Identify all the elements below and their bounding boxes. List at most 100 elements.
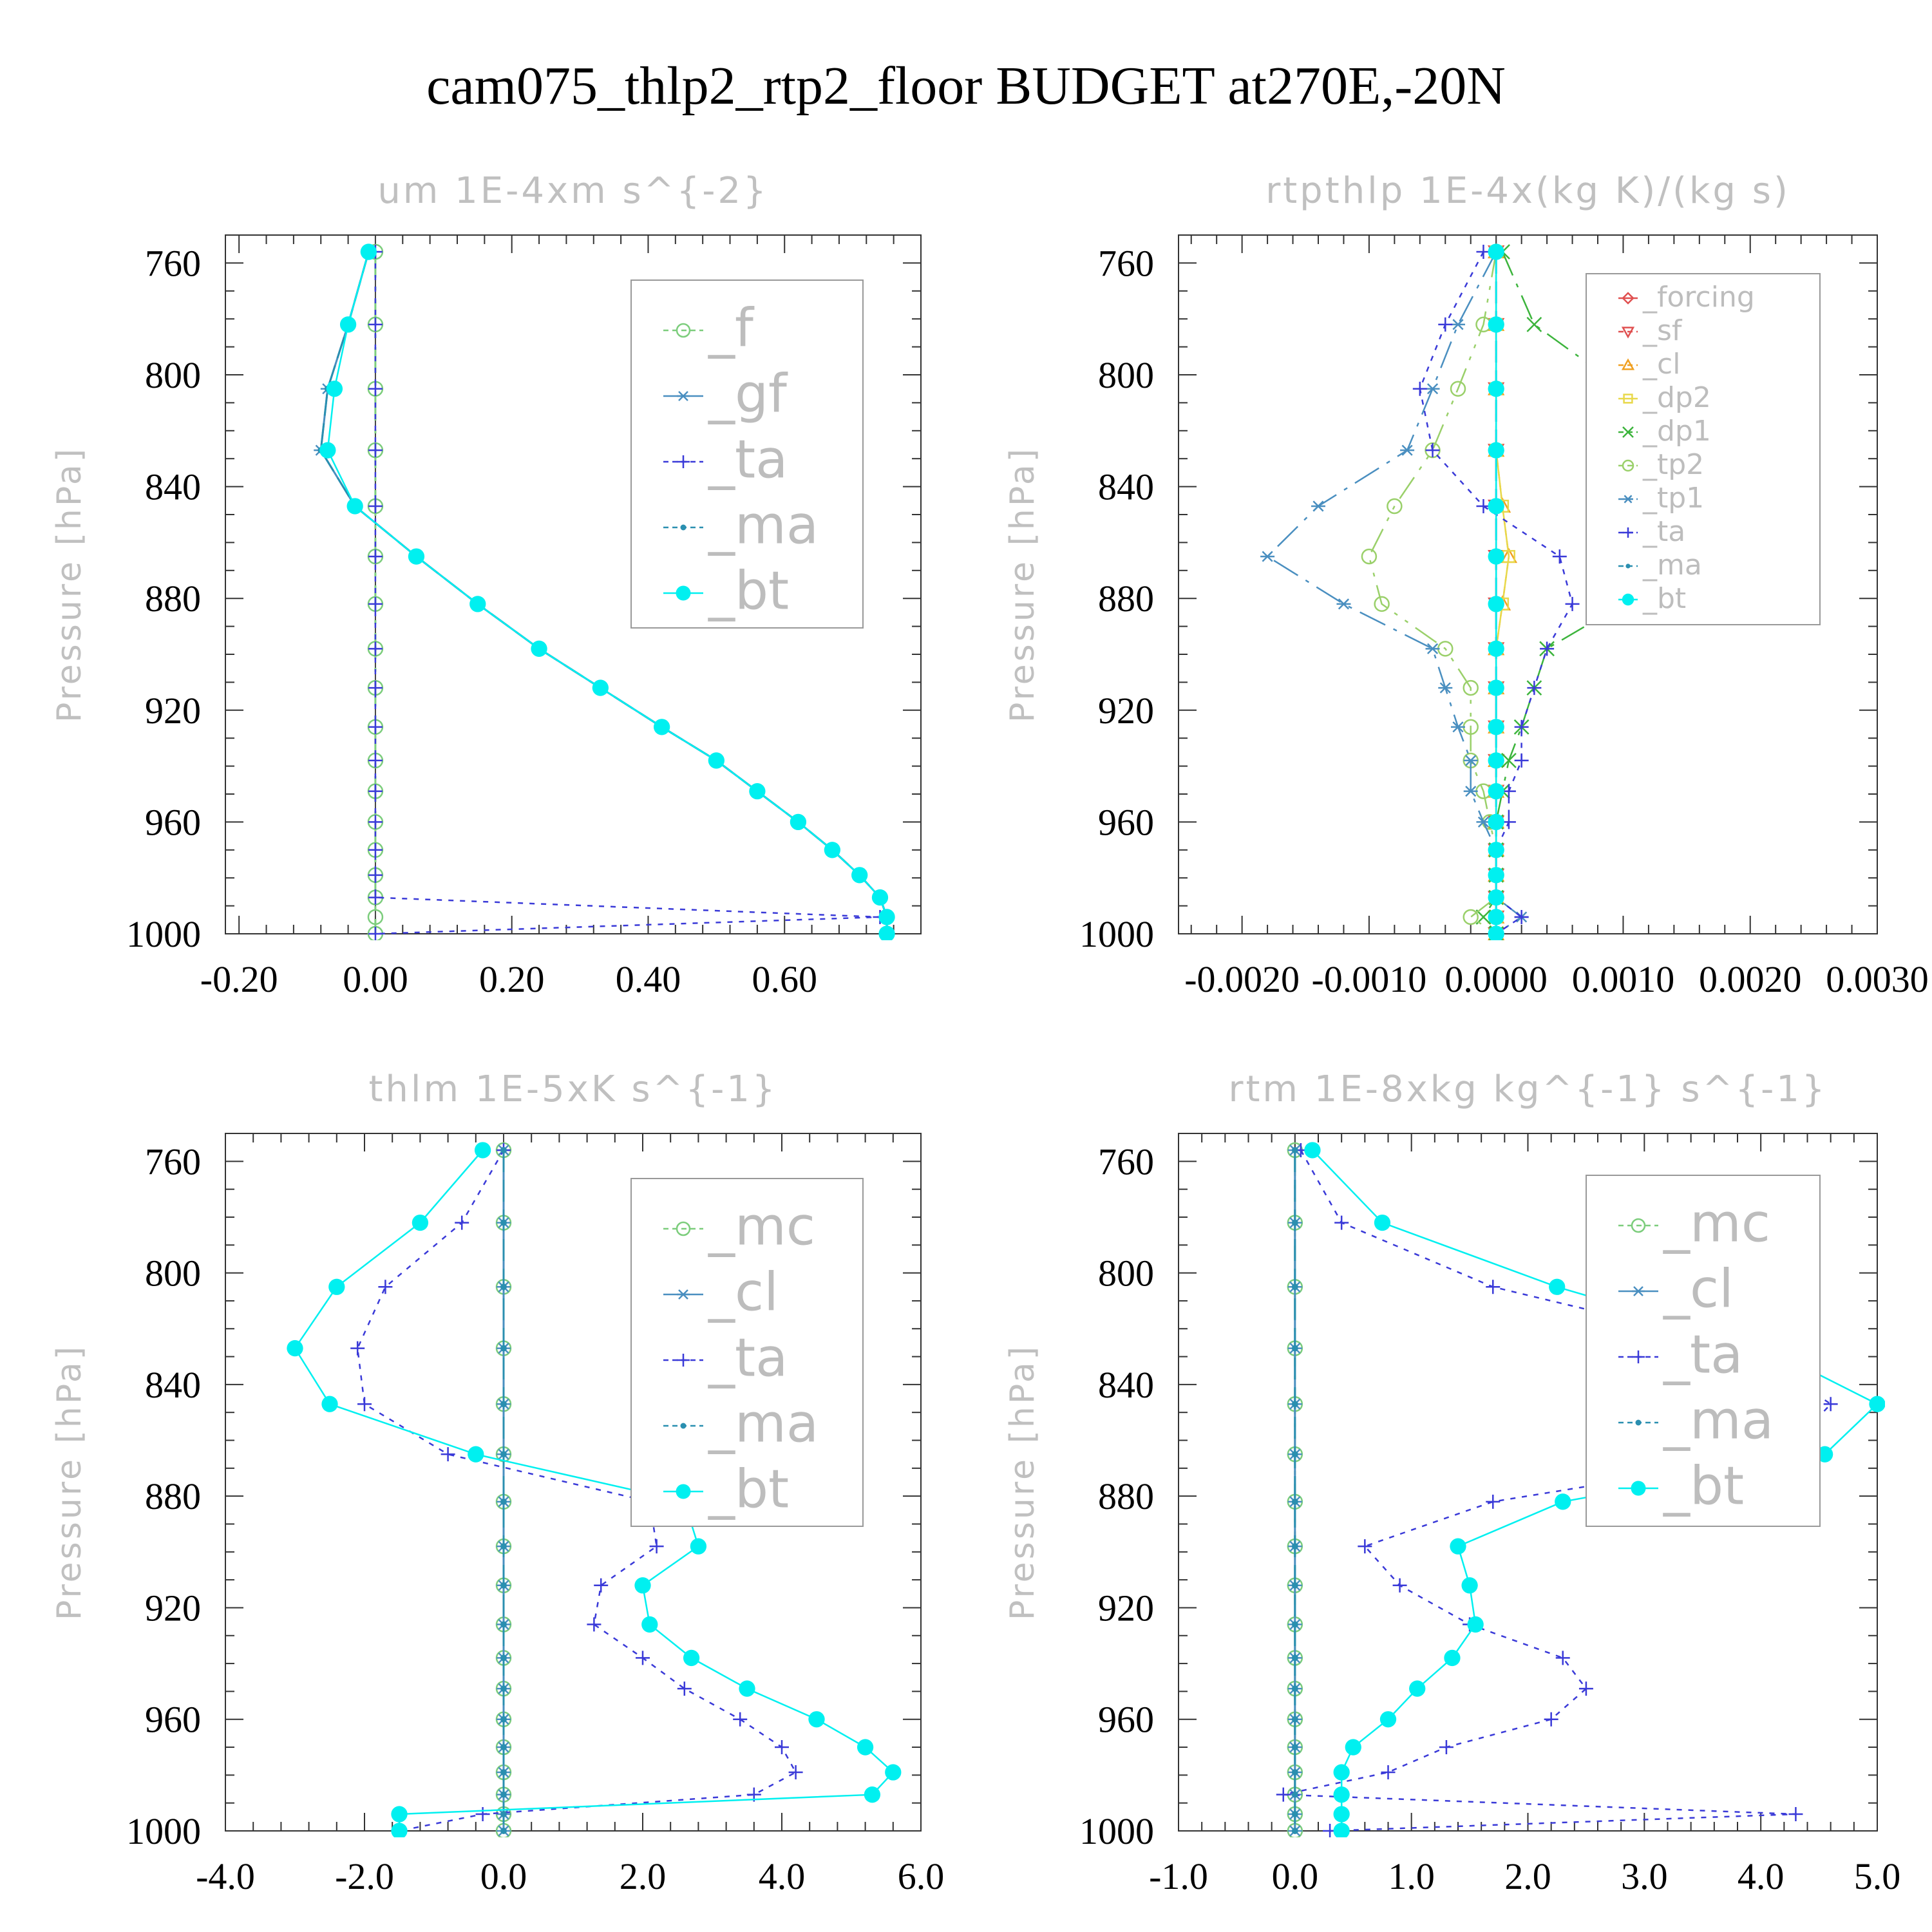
x-tick-label: 2.0: [620, 1855, 667, 1897]
series-point-bt: [1488, 752, 1504, 769]
series-point-bt: [857, 1739, 874, 1756]
series-point-ta: [368, 753, 383, 768]
series-point-bt: [1488, 925, 1504, 940]
legend-label: _mc: [708, 1197, 815, 1258]
series-point-bt: [808, 1711, 825, 1728]
legend-marker: [1631, 1481, 1646, 1496]
legend-label: _mc: [1663, 1193, 1770, 1255]
legend-label: _ma: [1642, 549, 1702, 582]
y-tick-label: 960: [145, 1699, 201, 1741]
legend-label: _dp2: [1642, 381, 1711, 414]
series-point-bt: [1488, 243, 1504, 260]
plot-title: um 1E-4xm s^{-2}: [377, 170, 768, 212]
series-point-ta: [368, 815, 383, 829]
series-point-tp1: [1400, 444, 1415, 456]
series-point-ta: [368, 317, 383, 332]
series-point-bt: [885, 1764, 902, 1781]
legend-label: _ta: [1663, 1325, 1743, 1386]
legend-marker: [1623, 393, 1633, 404]
series-point-ma: [1291, 1828, 1298, 1834]
series-point-ma: [1291, 1716, 1298, 1723]
series-point-ta: [368, 719, 383, 734]
series-point-bt: [1467, 1616, 1484, 1633]
x-tick-label: 0.00: [343, 958, 408, 1000]
series-point-ta: [1438, 317, 1453, 332]
y-axis-label: Pressure [hPa]: [50, 446, 89, 723]
x-tick-label: 0.0010: [1572, 958, 1675, 1000]
series-point-bt: [824, 842, 841, 858]
series-line-tp2: [1368, 251, 1497, 935]
series-point-ta: [788, 1765, 803, 1780]
series-group: [1260, 243, 1758, 940]
series-point-ta: [350, 1341, 365, 1356]
series-point-bt: [1488, 909, 1504, 925]
legend-label: _forcing: [1642, 281, 1755, 314]
series-point-ta: [1486, 1494, 1501, 1509]
series-point-bt: [1488, 640, 1504, 657]
series-point-ta: [733, 1712, 748, 1727]
y-tick-label: 920: [145, 1587, 201, 1629]
y-tick-label: 840: [1098, 466, 1154, 508]
series-point-bt: [1461, 1577, 1478, 1594]
plot-frame: [225, 1133, 922, 1832]
series-point-ta: [368, 890, 383, 905]
series-point-bt: [1488, 842, 1504, 858]
legend-marker: [1622, 292, 1634, 305]
series-point-bt: [878, 925, 895, 940]
series-point-ta: [368, 596, 383, 611]
legend-marker: [680, 524, 687, 531]
series-point-bt: [1333, 1764, 1350, 1781]
series-point-tp1: [1425, 383, 1440, 395]
plot-panel-2: 760 800 840 880 920 960 1000 -0.0020 -0.0010 0.00…: [1003, 170, 1929, 1000]
series-point-ma: [1291, 1147, 1298, 1153]
series-point-bt: [1488, 867, 1504, 884]
series-line-dp2: [1495, 252, 1510, 934]
series-point-tp1: [1438, 682, 1453, 694]
series-point-tp1: [1463, 786, 1478, 797]
legend-box: [630, 1178, 864, 1527]
series-point-ma: [500, 1811, 507, 1817]
series-point-ta: [1514, 909, 1529, 924]
series-point-ma: [500, 1147, 507, 1153]
series-point-ta: [368, 681, 383, 696]
series-point-bt: [1488, 498, 1504, 515]
plot-frame: [1178, 234, 1878, 934]
series-point-tp2: [1463, 909, 1479, 925]
series-point-bt: [871, 889, 889, 906]
series-point-ma: [1291, 1769, 1298, 1776]
legend-label: _ma: [708, 1394, 819, 1455]
series-point-bt: [749, 783, 766, 800]
legend-label: _bt: [708, 1459, 789, 1520]
series-point-bt: [851, 867, 868, 884]
series-point-bt: [1869, 1396, 1885, 1412]
plot-title: rtpthlp 1E-4x(kg K)/(kg s): [1265, 170, 1790, 212]
legend: _mc_cl_ta_ma_bt: [1586, 1175, 1821, 1527]
legend-marker: [1625, 564, 1631, 569]
series-point-ma: [500, 1401, 507, 1408]
series-point-bt: [1304, 1142, 1321, 1159]
series-point-ta: [1486, 1280, 1501, 1294]
series-point-ta: [1540, 641, 1555, 656]
y-axis-label: Pressure [hPa]: [1003, 446, 1042, 723]
y-tick-label: 880: [145, 1475, 201, 1517]
series-point-bt: [474, 1142, 491, 1159]
series-point-ta: [636, 1651, 650, 1665]
series-point-ta: [1552, 549, 1567, 564]
legend-label: _ta: [708, 1328, 788, 1389]
y-tick-label: 920: [145, 690, 201, 732]
legend-label: _ta: [1642, 515, 1685, 548]
series-point-bt: [1549, 1278, 1566, 1295]
y-tick-label: 800: [1098, 354, 1154, 396]
series-point-ma: [1291, 1543, 1298, 1550]
y-tick-label: 960: [1098, 1699, 1154, 1741]
series-point-ta: [368, 443, 383, 458]
series-point-ta: [1514, 719, 1529, 734]
x-tick-label: 4.0: [759, 1855, 806, 1897]
y-tick-label: 800: [145, 1253, 201, 1294]
plot-frame: [225, 234, 922, 934]
plot-title: thlm 1E-5xK s^{-1}: [368, 1068, 777, 1110]
legend-marker: [1631, 1218, 1646, 1233]
series-point-bt: [326, 381, 343, 397]
series-point-ta: [1514, 753, 1529, 768]
